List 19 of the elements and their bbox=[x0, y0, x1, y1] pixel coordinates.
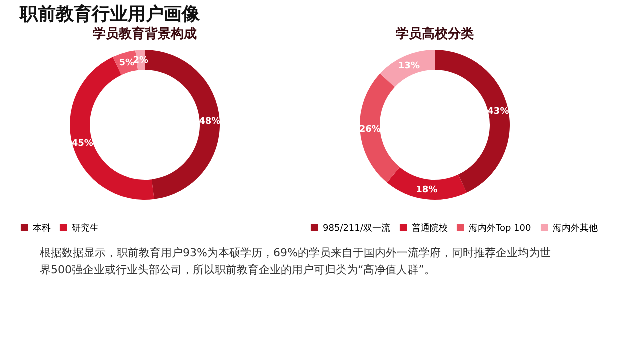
data-label: 13% bbox=[398, 61, 420, 72]
data-label: 18% bbox=[416, 185, 438, 196]
legend-label: 研究生 bbox=[72, 222, 99, 234]
data-label: 5% bbox=[119, 58, 135, 69]
legend-label: 普通院校 bbox=[412, 222, 448, 234]
chart-title: 学员高校分类 bbox=[396, 26, 474, 42]
legend-label: 985/211/双一流 bbox=[323, 222, 390, 234]
text: 职前教育行业用户画像 bbox=[19, 3, 201, 25]
chart-title: 学员教育背景构成 bbox=[93, 26, 197, 42]
data-label: 48% bbox=[199, 116, 221, 127]
donut-slice bbox=[380, 50, 435, 88]
donut-slice bbox=[387, 167, 467, 200]
legend-label: 海内外其他 bbox=[553, 222, 598, 234]
donut-slice bbox=[70, 57, 154, 200]
legend-label: 本科 bbox=[33, 222, 51, 234]
legend-label: 海内外Top 100 bbox=[469, 222, 532, 234]
donut-slice bbox=[360, 74, 400, 183]
text: 根据数据显示，职前教育用户93%为本硕学历，69%的学员来自于国内外一流学府，同时推荐企业均为世界500强企业或行业头部公司，所以职前教育企业的用户可归类为“高净值人群”。 bbox=[40, 246, 551, 276]
data-label: 26% bbox=[359, 125, 381, 136]
